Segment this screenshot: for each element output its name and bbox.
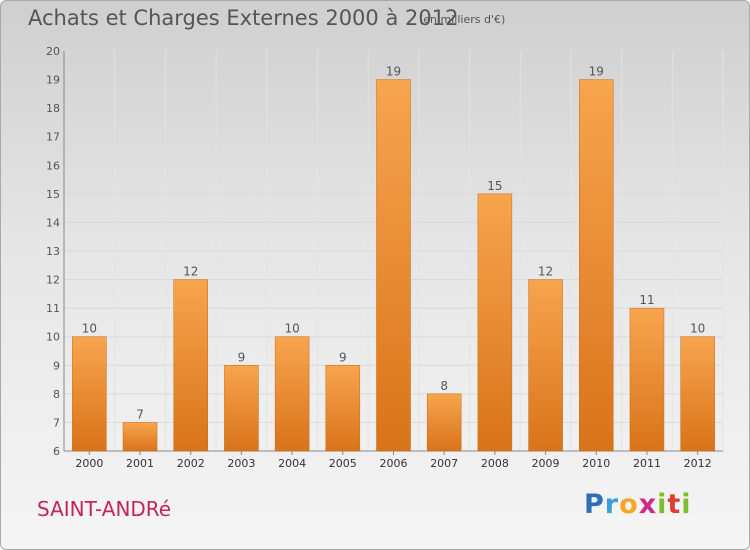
y-tick-label: 15 [46,188,60,201]
bar [122,422,158,452]
y-tick-label: 12 [46,274,60,287]
data-label: 10 [690,322,705,336]
data-label: 7 [136,407,144,421]
bar [579,79,614,452]
data-label: 12 [183,265,198,279]
x-tick-label: 2004 [278,457,306,470]
x-tick-label: 2000 [75,457,103,470]
x-tick-label: 2009 [532,457,560,470]
data-label: 10 [284,322,299,336]
data-label: 8 [440,379,448,393]
x-tick-label: 2006 [380,457,408,470]
logo-letter: P [584,489,605,520]
chart-subtitle: (en milliers d'€) [419,13,506,26]
logo-letter: i [681,489,692,520]
y-tick-label: 13 [46,245,60,258]
data-label: 19 [589,65,604,79]
x-tick-label: 2010 [582,457,610,470]
y-tick-label: 18 [46,102,60,115]
commune-name: SAINT-ANDRé [37,497,172,521]
bar [680,336,715,452]
y-tick-label: 7 [53,416,60,429]
x-tick-label: 2005 [329,457,357,470]
data-label: 10 [82,322,97,336]
data-labels: 10 7 12 9 10 9 19 8 15 12 19 11 10 [82,65,706,422]
y-tick-label: 20 [46,45,60,58]
y-tick-label: 11 [46,302,60,315]
bar [477,193,513,452]
bar [528,279,563,452]
data-label: 15 [487,179,502,193]
logo-letter: i [657,489,668,520]
chart-title: Achats et Charges Externes 2000 à 2012 [28,6,459,30]
y-tick-label: 8 [53,388,60,401]
logo-letter: x [638,489,658,520]
logo-letter: t [667,489,682,520]
x-tick-label: 2001 [126,457,154,470]
x-tick-label: 2002 [177,457,205,470]
y-tick-label: 6 [53,445,60,458]
bar [629,307,665,452]
data-label: 19 [386,65,401,79]
data-label: 9 [339,350,347,364]
axes: 6 7 8 9 10 11 12 13 14 15 16 17 18 19 20 2000 2001 2002 20… [46,45,723,470]
y-tick-label: 19 [46,74,60,87]
y-tick-label: 14 [46,216,60,229]
bar [426,393,462,452]
x-tick-label: 2008 [481,457,509,470]
x-tick-label: 2011 [633,457,661,470]
logo-letter: r [604,489,620,520]
bar [72,336,107,452]
y-tick-label: 9 [53,359,60,372]
proxiti-logo: Proxiti [584,489,692,520]
bar [325,365,361,452]
bar [376,79,411,452]
data-label: 12 [538,265,553,279]
x-tick-label: 2003 [227,457,255,470]
data-label: 11 [639,293,654,307]
x-tick-label: 2012 [684,457,712,470]
y-tick-label: 10 [46,331,60,344]
data-label: 9 [238,350,246,364]
y-tick-label: 16 [46,159,60,172]
y-tick-label: 17 [46,131,60,144]
bar [224,365,259,452]
bar [274,336,310,452]
bars [72,79,715,452]
bar [173,279,208,452]
x-tick-label: 2007 [430,457,458,470]
logo-letter: o [619,489,639,520]
